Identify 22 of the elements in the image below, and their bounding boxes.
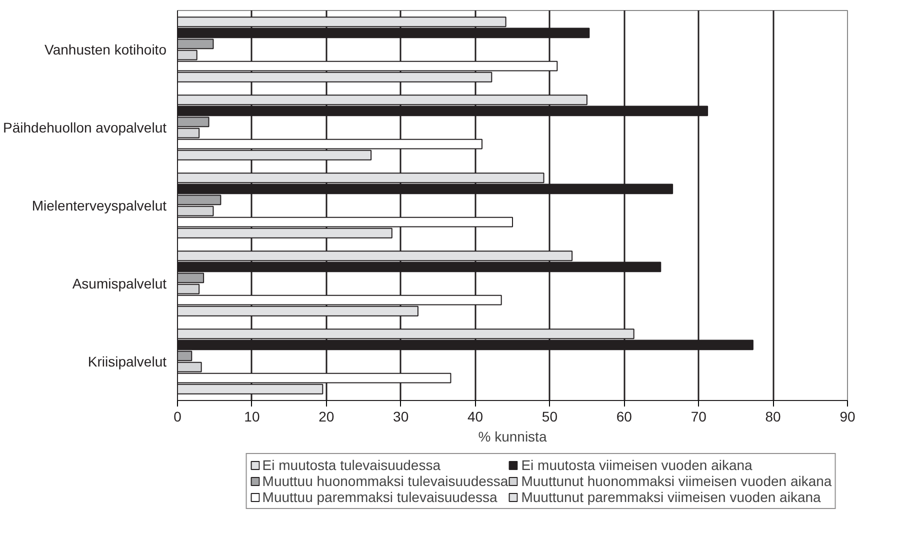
x-tick-label: 40: [467, 408, 484, 424]
x-tick-label: 90: [840, 408, 856, 424]
legend-label: Muuttuu paremmaksi tulevaisuudessa: [262, 489, 498, 505]
legend-label: Muuttunut huonommaksi viimeisen vuoden aikana: [521, 473, 832, 489]
y-tick-label: Kriisipalvelut: [88, 354, 167, 370]
legend-label: Ei muutosta tulevaisuudessa: [262, 457, 440, 473]
legend-label: Muuttunut paremmaksi viimeisen vuoden aikana: [521, 489, 821, 505]
x-tick-label: 60: [616, 408, 632, 424]
y-tick-label: Mielenterveyspalvelut: [32, 198, 167, 214]
x-tick-label: 0: [174, 408, 182, 424]
x-tick-label: 70: [690, 408, 707, 424]
x-axis-title: % kunnista: [478, 428, 547, 444]
legend-label: Muuttuu huonommaksi tulevaisuudessa: [262, 473, 508, 489]
y-tick-label: Päihdehuollon avopalvelut: [3, 120, 167, 136]
x-tick-label: 80: [765, 408, 782, 424]
x-tick-label: 20: [318, 408, 334, 424]
legend-label: Ei muutosta viimeisen vuoden aikana: [521, 457, 752, 473]
y-tick-label: Vanhusten kotihoito: [44, 42, 167, 58]
y-tick-label: Asumispalvelut: [72, 276, 167, 292]
x-tick-label: 10: [244, 408, 260, 424]
x-tick-label: 50: [542, 408, 558, 424]
x-tick-label: 30: [393, 408, 409, 424]
